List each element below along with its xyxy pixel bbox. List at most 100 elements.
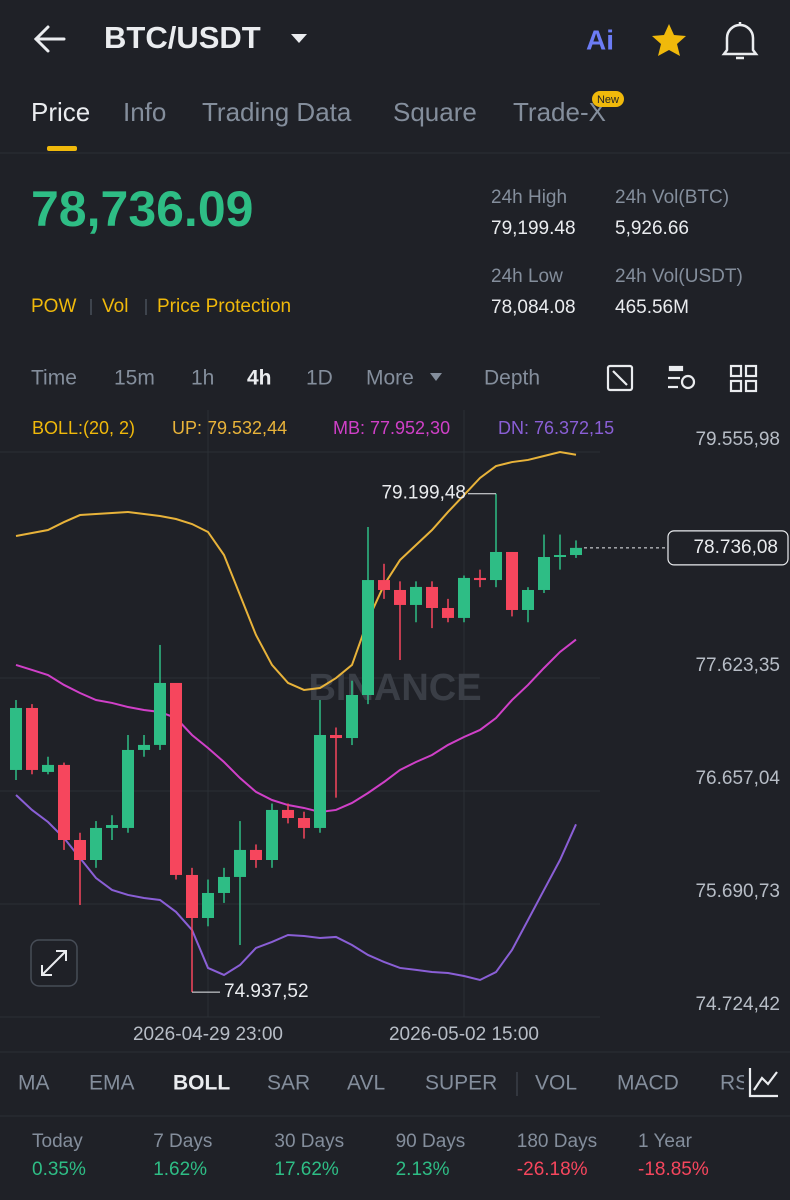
indicator[interactable]: MA	[18, 1072, 50, 1095]
last-price: 78,736.09	[31, 181, 253, 237]
period-label: 90 Days	[396, 1131, 466, 1152]
stat-value: 78,084.08	[491, 297, 576, 318]
chart-settings-icon[interactable]	[606, 364, 758, 393]
stat-label: 24h High	[491, 187, 567, 208]
indicator[interactable]: BOLL	[173, 1072, 230, 1095]
tab[interactable]: Info	[123, 97, 166, 127]
indicator[interactable]: VOL	[535, 1072, 577, 1095]
candle-body	[122, 749, 134, 828]
legend-dn: DN: 76.372,15	[498, 418, 614, 438]
candle-body	[394, 589, 406, 605]
tab-indicator	[47, 146, 77, 151]
period-change: 2.13%	[396, 1159, 450, 1180]
indicator-bar: MA EMA BOLL SAR AVL SUPER VOL MACD RSI	[18, 1072, 755, 1096]
badge-bg	[592, 91, 624, 107]
candle-body	[522, 589, 534, 610]
tag[interactable]: Vol	[102, 296, 128, 317]
candle-body	[378, 580, 390, 590]
alert-bell[interactable]	[721, 22, 759, 60]
candle-body	[282, 809, 294, 819]
ai-button[interactable]: Ai	[586, 24, 614, 55]
interval[interactable]: 1D	[306, 367, 333, 390]
stat-value: 5,926.66	[615, 218, 689, 239]
period-label: 180 Days	[517, 1131, 597, 1152]
y-tick-label: 79.555,98	[695, 429, 780, 450]
tab[interactable]: Trading Data	[202, 97, 352, 127]
fullscreen-button[interactable]	[30, 939, 78, 987]
interval[interactable]: Time	[31, 367, 77, 390]
period-change: 0.35%	[32, 1159, 86, 1180]
badge: New	[597, 94, 619, 106]
legend-mb: MB: 77.952,30	[333, 418, 450, 438]
candle-body	[330, 734, 342, 739]
period-label: 1 Year	[638, 1131, 693, 1152]
favorite-star[interactable]	[652, 24, 686, 56]
symbol[interactable]: BTC/USDT	[104, 20, 261, 55]
candle-body	[346, 694, 358, 739]
candle-body	[266, 809, 278, 860]
tab[interactable]: Square	[393, 97, 477, 127]
performance: Today 0.35% 7 Days 1.62% 30 Days 17.62% 90 Day…	[32, 1131, 709, 1180]
interval[interactable]: More	[366, 367, 414, 390]
tab[interactable]: Trade-X	[513, 97, 606, 127]
chart-axes: 79.555,98 77.623,35 76.657,04 75.690,73 74.7…	[133, 429, 789, 1045]
stat-label: 24h Low	[491, 266, 563, 287]
indicator-line	[15, 638, 577, 813]
candle-body	[362, 580, 374, 695]
tag[interactable]: POW	[31, 296, 76, 317]
symbol-caret[interactable]	[291, 34, 307, 43]
candle-body	[138, 744, 150, 750]
interval[interactable]: 4h	[247, 367, 272, 390]
tag[interactable]: Price Protection	[157, 296, 291, 317]
indicator-settings[interactable]	[744, 1064, 784, 1104]
indicator[interactable]: EMA	[89, 1072, 135, 1095]
candle-body	[442, 607, 454, 618]
annotation: 74.937,52	[224, 981, 309, 1002]
tab[interactable]: Price	[31, 97, 90, 127]
candle-body	[26, 707, 38, 770]
indicator[interactable]: RSI	[720, 1072, 755, 1095]
depth-tab[interactable]: Depth	[484, 367, 540, 390]
y-tick-label: 74.724,42	[695, 994, 780, 1015]
y-tick-label: 77.623,35	[695, 655, 780, 676]
period-change: 1.62%	[153, 1159, 207, 1180]
candle-body	[474, 577, 486, 581]
period-label: 7 Days	[153, 1131, 212, 1152]
indicator[interactable]: AVL	[347, 1072, 385, 1095]
indicator[interactable]: MACD	[617, 1072, 679, 1095]
candle-body	[202, 892, 214, 919]
period-change: -26.18%	[517, 1159, 588, 1180]
last-price-label: 78.736,08	[693, 537, 778, 558]
indicator-name: BOLL:(20, 2)	[32, 418, 135, 438]
candle-body	[106, 825, 118, 828]
candle-body	[458, 577, 470, 618]
x-tick-label: 2026-05-02 15:00	[389, 1024, 539, 1045]
x-tick-label: 2026-04-29 23:00	[133, 1024, 283, 1045]
watermark: BINANCE	[308, 667, 481, 709]
back-button[interactable]	[33, 25, 66, 53]
annotation: 79.199,48	[381, 483, 466, 504]
interval[interactable]: 1h	[191, 367, 214, 390]
y-tick-label: 75.690,73	[695, 881, 780, 902]
indicator[interactable]: SAR	[267, 1072, 310, 1095]
period-label: 30 Days	[274, 1131, 344, 1152]
stat-label: 24h Vol(USDT)	[615, 266, 743, 287]
candle-body	[250, 849, 262, 860]
interval[interactable]: 15m	[114, 367, 155, 390]
candle-body	[74, 840, 86, 860]
candle-body	[298, 818, 310, 828]
caret	[430, 373, 442, 381]
candle-body	[490, 551, 502, 581]
indicator[interactable]: SUPER	[425, 1072, 497, 1095]
chart-plot: BINANCE 79.199,48 74.937,52	[0, 410, 600, 1018]
stat-value: 79,199.48	[491, 218, 576, 239]
candle-body	[538, 557, 550, 590]
stat-value: 465.56M	[615, 297, 689, 318]
candle-body	[154, 682, 166, 745]
candle-body	[218, 876, 230, 893]
candle-body	[58, 764, 70, 841]
candle-body	[426, 586, 438, 608]
indicator-line	[15, 794, 577, 982]
candle-body	[42, 764, 54, 772]
